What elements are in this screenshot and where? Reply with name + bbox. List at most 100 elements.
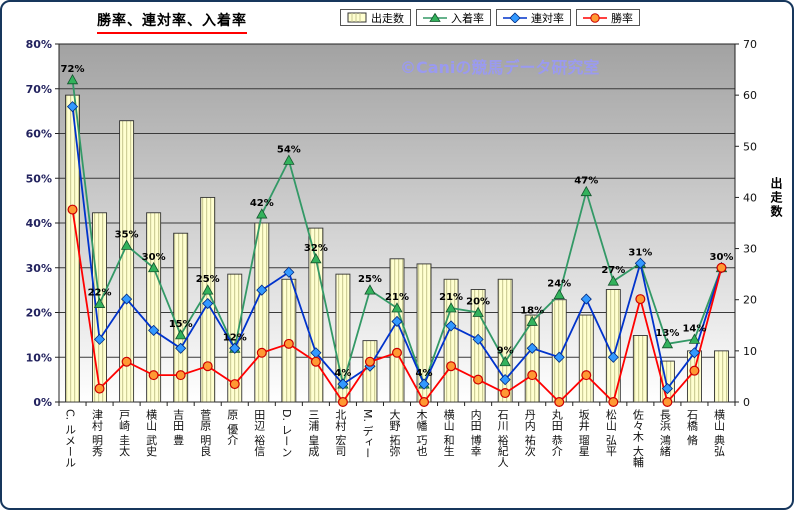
circle-marker	[581, 370, 592, 381]
left-axis-tick: 20%	[26, 307, 52, 320]
legend-label: 入着率	[451, 11, 484, 25]
diamond-marker-icon	[503, 12, 527, 23]
circle-marker	[419, 397, 430, 408]
x-label: 津村 明秀	[90, 409, 104, 457]
bar	[146, 212, 162, 403]
triangle-marker	[688, 333, 701, 344]
bar	[714, 350, 729, 403]
data-label: 72%	[61, 64, 85, 75]
circle-marker	[662, 397, 673, 408]
x-label: 横山 典弘	[712, 409, 726, 457]
bar	[551, 299, 567, 403]
legend-item-place-rate: 入着率	[416, 9, 491, 26]
diamond-marker	[688, 347, 701, 359]
diamond-marker	[661, 383, 673, 395]
circle-marker	[94, 383, 105, 394]
triangle-marker	[283, 154, 295, 165]
triangle-marker	[310, 252, 322, 264]
diamond-marker	[175, 342, 187, 354]
data-label: 14%	[682, 323, 706, 334]
watermark: ©Caniの競馬データ研究室	[400, 58, 600, 77]
legend-label: 勝率	[611, 11, 633, 25]
data-label: 21%	[439, 292, 463, 303]
data-label: 30%	[710, 252, 734, 263]
x-label: 三浦 皇成	[306, 409, 320, 457]
right-axis-tick: 0	[743, 396, 750, 409]
diamond-marker	[283, 266, 295, 278]
triangle-marker	[553, 288, 565, 300]
circle-marker	[121, 356, 132, 367]
circle-marker	[256, 347, 267, 358]
right-axis-title: 出走数	[769, 177, 783, 219]
bar	[65, 94, 80, 403]
diamond-marker	[66, 101, 79, 113]
data-label: 15%	[169, 319, 193, 330]
bar	[254, 222, 270, 403]
diamond-marker	[607, 351, 619, 363]
x-label: 原 優介	[225, 409, 239, 446]
right-axis-tick: 30	[743, 243, 757, 256]
triangle-marker	[364, 284, 376, 295]
x-label: 坂井 瑠星	[577, 409, 591, 457]
data-label: 54%	[277, 144, 301, 155]
triangle-marker	[607, 275, 619, 286]
data-label: 30%	[142, 252, 166, 263]
data-label: 35%	[115, 229, 139, 240]
left-axis-tick: 70%	[26, 83, 52, 96]
data-label: 9%	[497, 346, 514, 357]
right-axis-tick: 20	[743, 294, 757, 307]
left-axis-tick: 30%	[26, 262, 52, 275]
bar	[578, 314, 594, 403]
x-label: 長浜 鴻緒	[658, 409, 672, 457]
circle-marker	[175, 370, 186, 381]
diamond-marker	[148, 324, 160, 336]
triangle-marker	[66, 73, 79, 85]
data-label: 21%	[385, 292, 409, 303]
data-label: 31%	[628, 247, 652, 258]
circle-marker	[67, 204, 78, 215]
circle-marker	[635, 294, 646, 305]
triangle-marker	[661, 338, 674, 349]
circle-marker	[554, 397, 565, 408]
right-axis-tick: 40	[743, 191, 757, 204]
bar	[632, 335, 648, 403]
left-axis-tick: 80%	[26, 38, 52, 51]
legend-item-starts: 出走数	[340, 9, 411, 26]
circle-marker	[148, 370, 159, 381]
left-axis-tick: 0%	[33, 396, 52, 409]
x-label: 横山 武史	[144, 409, 158, 457]
diamond-marker	[445, 320, 457, 332]
x-label: C. ルメール	[63, 409, 77, 468]
circle-marker	[229, 379, 240, 390]
diamond-marker	[580, 293, 592, 305]
circle-marker	[283, 338, 294, 349]
bar	[524, 314, 540, 403]
triangle-marker	[580, 185, 592, 197]
circle-marker	[310, 356, 321, 367]
legend-item-quinella-rate: 連対率	[496, 9, 571, 26]
circle-marker	[500, 388, 511, 399]
diamond-marker	[553, 351, 565, 363]
diamond-marker	[418, 378, 430, 390]
circle-marker-icon	[583, 13, 607, 23]
circle-marker	[446, 361, 457, 372]
data-label: 12%	[223, 332, 247, 343]
triangle-marker	[175, 329, 187, 340]
data-label: 24%	[547, 279, 571, 290]
left-axis-tick: 10%	[26, 351, 52, 364]
data-label: 25%	[196, 274, 220, 285]
diamond-marker	[391, 315, 403, 328]
circle-marker	[364, 356, 375, 367]
left-axis-tick: 50%	[26, 172, 52, 185]
legend-label: 出走数	[371, 11, 404, 25]
legend-item-win-rate: 勝率	[576, 9, 640, 26]
data-label: 42%	[250, 198, 274, 209]
circle-marker	[202, 361, 213, 372]
data-label: 25%	[358, 274, 382, 285]
triangle-marker	[202, 284, 214, 295]
diamond-marker	[93, 333, 106, 345]
right-axis-tick: 10	[743, 345, 757, 358]
x-label: 内田 博幸	[469, 409, 483, 457]
